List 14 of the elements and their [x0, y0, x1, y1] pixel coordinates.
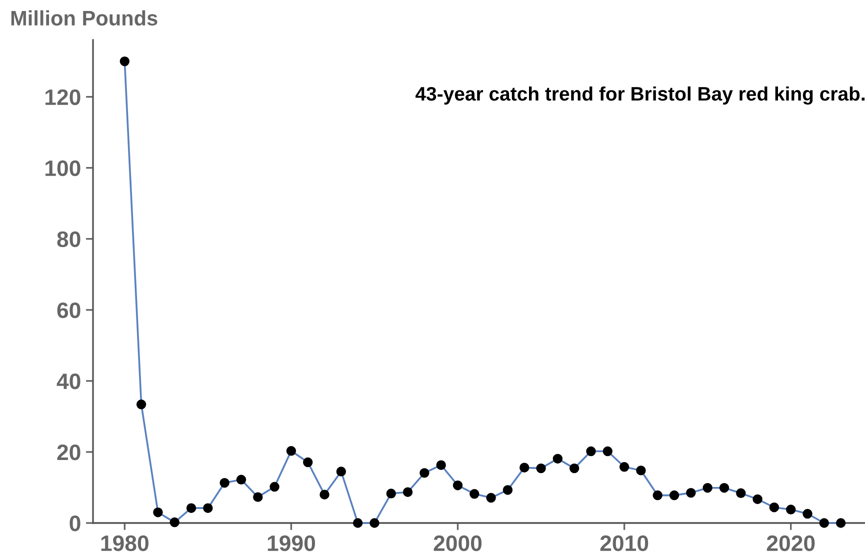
- y-tick-label: 100: [46, 160, 80, 176]
- x-tick-label: 2020: [766, 535, 815, 552]
- y-tick-label: 80: [57, 231, 80, 248]
- y-tick-label: 120: [46, 89, 80, 106]
- y-tick-label: 60: [57, 302, 80, 318]
- text: 43-year catch trend for Bristol Bay red king crab.: [416, 86, 864, 105]
- y-axis-title: Million Pounds: [11, 10, 158, 26]
- x-tick-label: 2000: [434, 535, 482, 552]
- x-tick-label: 1990: [268, 535, 316, 552]
- y-tick-label: 40: [56, 373, 80, 390]
- y-tick-label: 0: [70, 516, 80, 532]
- x-tick-label: 2010: [600, 535, 648, 552]
- y-tick-label: 20: [57, 444, 80, 460]
- x-tick-label: 1980: [101, 535, 148, 552]
